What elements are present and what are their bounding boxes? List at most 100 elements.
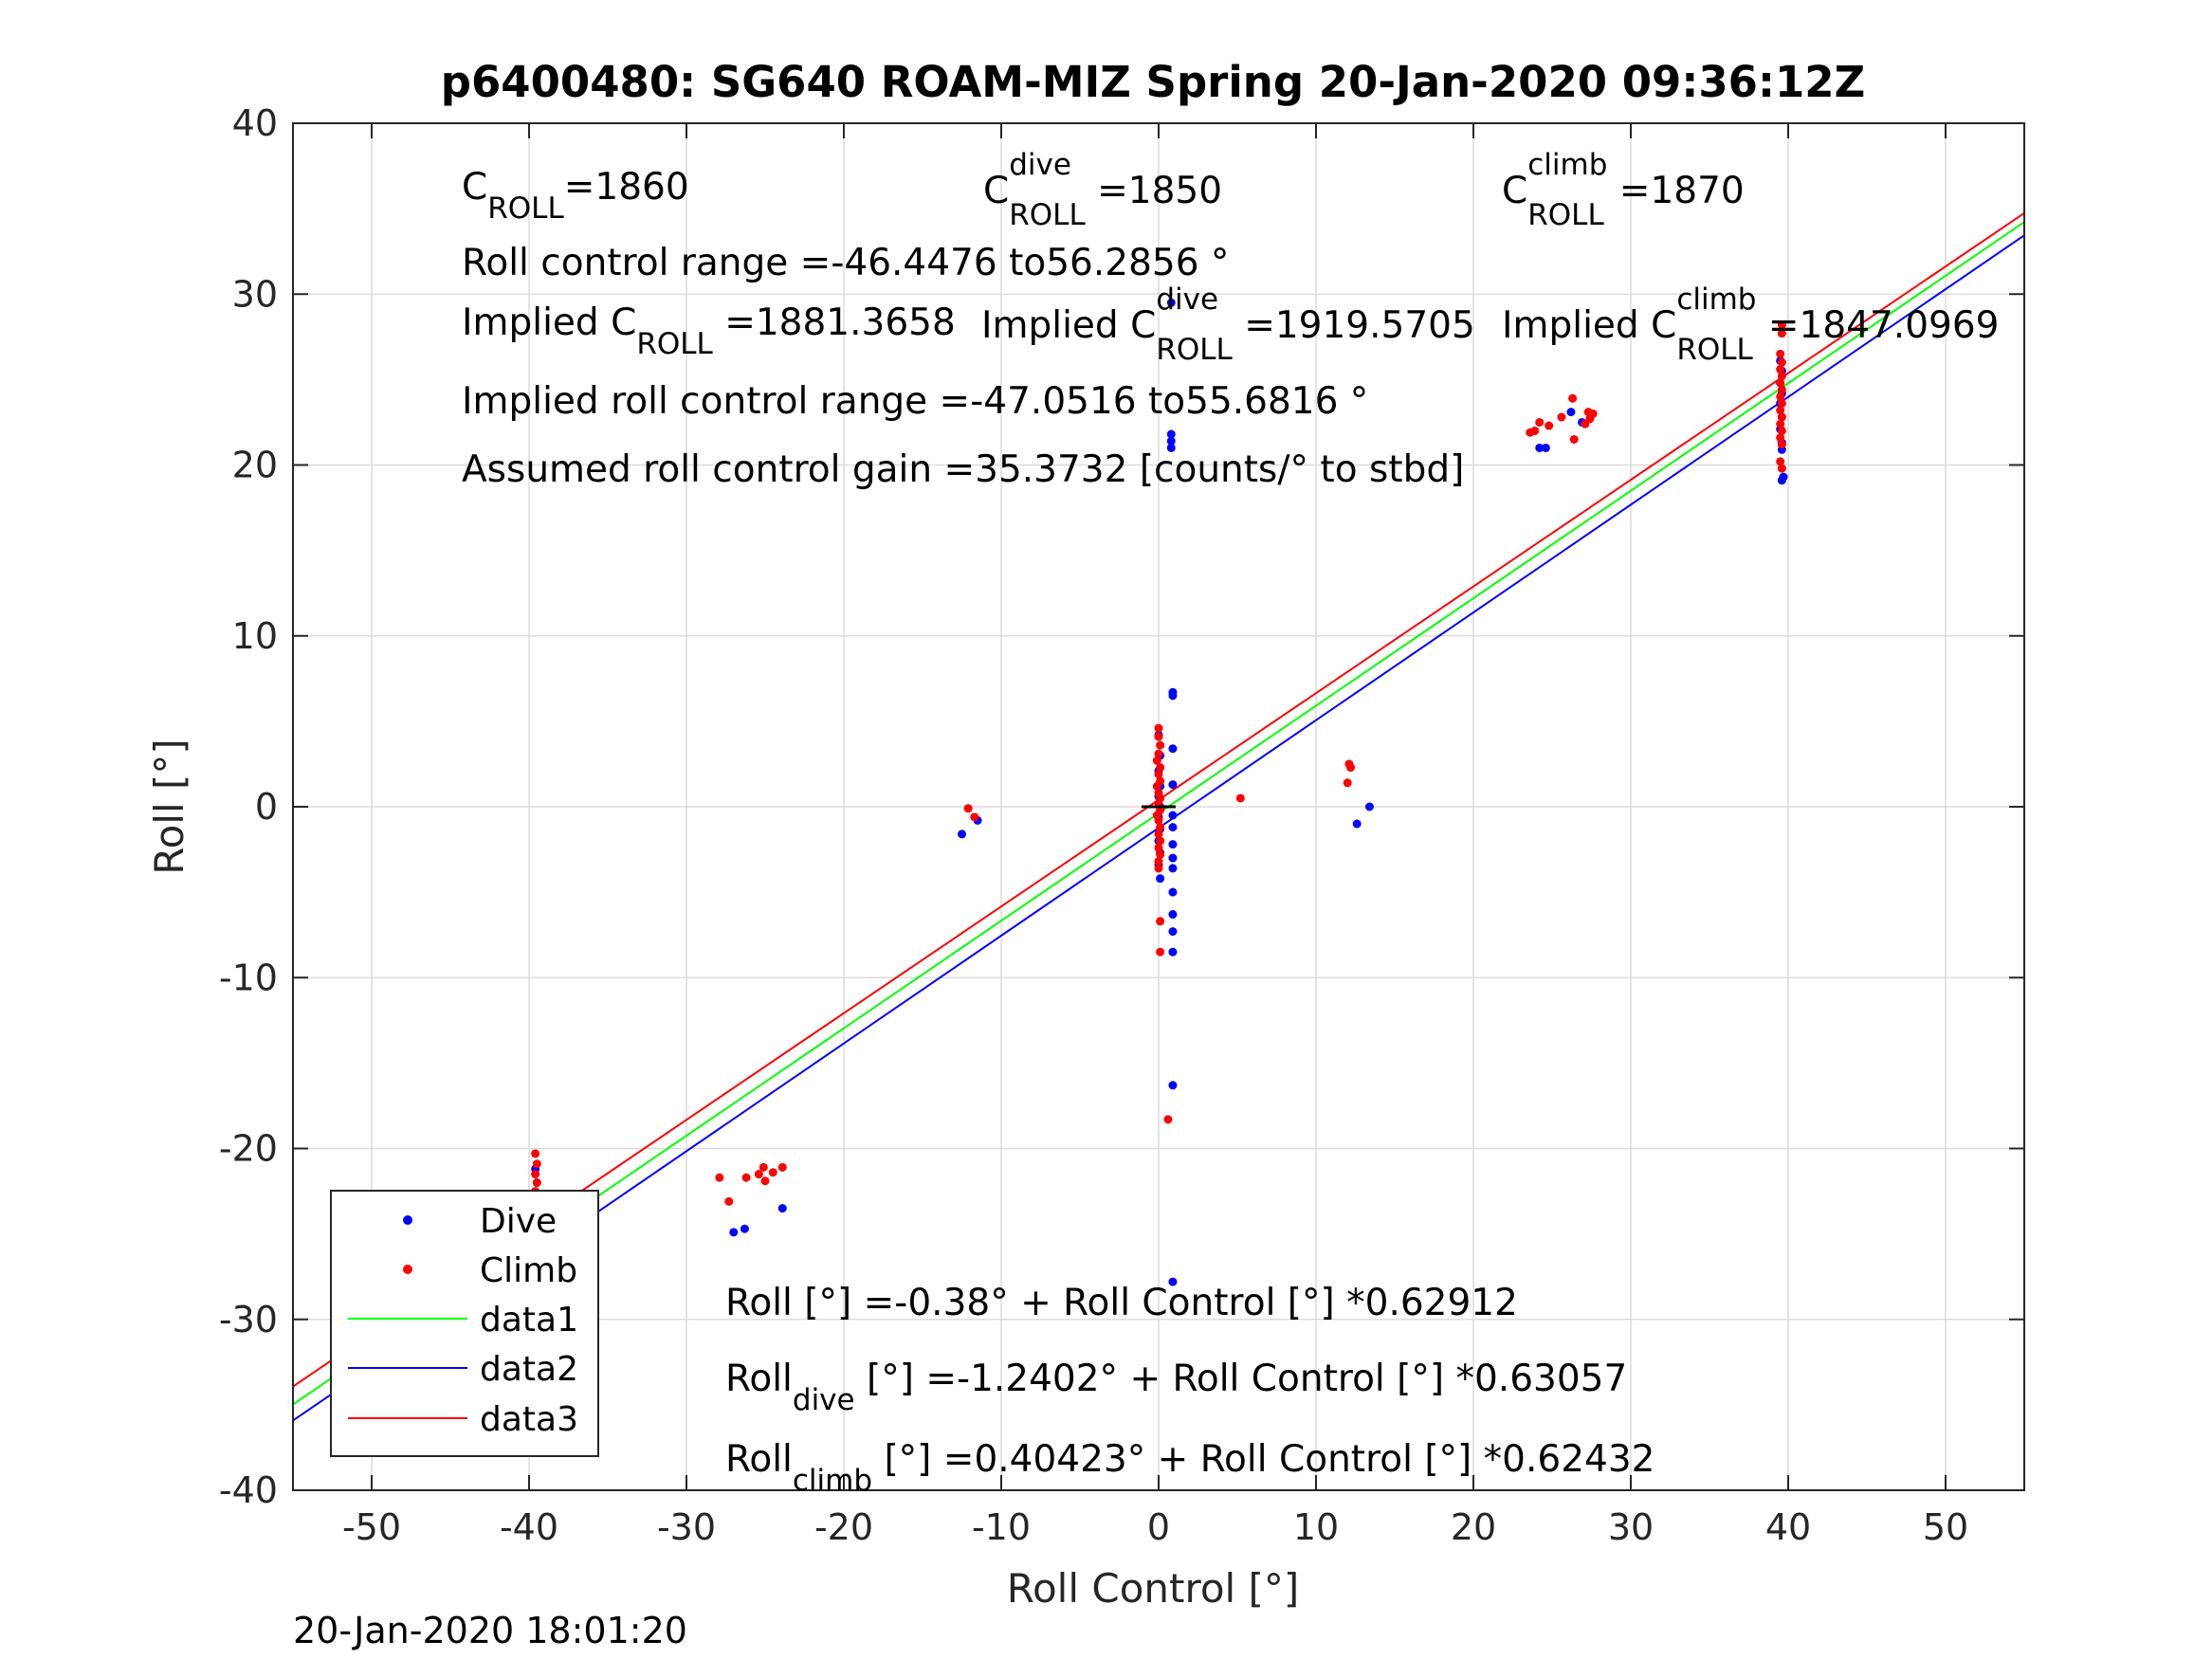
climb-point <box>715 1173 724 1182</box>
climb-point <box>1581 419 1590 428</box>
x-tick-label: 50 <box>1923 1506 1968 1548</box>
y-tick-label: -30 <box>219 1299 278 1340</box>
climb-point <box>1154 749 1163 758</box>
x-tick-label: 40 <box>1765 1506 1811 1548</box>
annotation-fit-dive: Rolldive [°] =-1.2402° + Roll Control [°… <box>725 1358 1627 1417</box>
y-tick-label: 20 <box>232 445 278 486</box>
climb-point <box>532 1178 541 1188</box>
y-tick-label: -40 <box>219 1469 278 1511</box>
climb-point <box>1154 843 1163 852</box>
climb-point <box>1154 770 1163 779</box>
dive-point <box>1168 887 1178 897</box>
climb-point <box>1152 781 1161 791</box>
climb-point <box>1535 417 1545 427</box>
dive-point <box>1166 298 1176 307</box>
dive-point <box>1352 819 1362 829</box>
climb-point <box>531 1149 540 1158</box>
climb-point <box>741 1173 751 1182</box>
climb-point <box>1163 1115 1173 1124</box>
annotation-c-roll-dive: Cdive ROLL =1850 <box>983 148 1222 232</box>
climb-point <box>1346 763 1356 773</box>
climb-point <box>754 1170 763 1179</box>
x-tick-label: 30 <box>1608 1506 1654 1548</box>
legend-data2-label: data2 <box>480 1350 578 1389</box>
y-tick-labels: -40 -30 -20 -10 0 10 20 30 40 <box>219 102 278 1511</box>
annotation-c-roll-climb: Cclimb ROLL =1870 <box>1502 148 1745 232</box>
climb-point <box>1154 830 1163 839</box>
climb-point <box>1156 763 1165 773</box>
annotation-implied-c-roll-dive: Implied Cdive ROLL =1919.5705 <box>981 283 1475 367</box>
climb-point <box>1545 421 1554 430</box>
climb-point <box>532 1159 541 1169</box>
climb-point <box>1156 917 1165 926</box>
climb-point <box>1588 409 1598 418</box>
climb-point <box>1777 412 1786 422</box>
timestamp: 20-Jan-2020 18:01:20 <box>293 1610 687 1651</box>
climb-point <box>1154 723 1163 733</box>
climb-point <box>1777 320 1786 330</box>
climb-point <box>1776 392 1785 401</box>
dive-point <box>1166 436 1176 446</box>
dive-point <box>1566 408 1576 417</box>
climb-point <box>1343 778 1352 788</box>
climb-point <box>1776 378 1785 388</box>
climb-point <box>777 1162 787 1172</box>
climb-point <box>1776 406 1785 415</box>
dive-point <box>1777 476 1786 485</box>
axis-ticks <box>293 122 2024 1491</box>
climb-point <box>1156 947 1165 957</box>
climb-point <box>970 812 979 822</box>
dive-point <box>777 1204 787 1213</box>
legend-data3-label: data3 <box>480 1400 578 1439</box>
dive-point <box>740 1224 749 1233</box>
x-tick-label: -40 <box>500 1506 558 1548</box>
y-tick-label: 0 <box>255 786 278 828</box>
climb-point <box>1777 440 1786 449</box>
x-tick-label: -30 <box>657 1506 716 1548</box>
dive-point <box>1364 802 1374 811</box>
dive-point <box>1168 864 1178 873</box>
annotation-gain-line: Assumed roll control gain =35.3732 [coun… <box>462 448 1464 491</box>
climb-point <box>1154 732 1163 741</box>
climb-point <box>531 1170 540 1179</box>
annotation-implied-c-roll-climb: Implied Cclimb ROLL =1847.0969 <box>1502 283 1999 367</box>
x-tick-labels: -50 -40 -30 -20 -10 0 10 20 30 40 50 <box>342 1506 1968 1548</box>
climb-point <box>1156 836 1165 846</box>
climb-point <box>1777 464 1786 473</box>
climb-point <box>1568 393 1578 403</box>
dive-point <box>1168 744 1178 754</box>
dive-point <box>1168 811 1178 820</box>
dive-point <box>1166 429 1176 439</box>
dive-point <box>1168 947 1178 957</box>
climb-point <box>1776 433 1785 443</box>
dive-point <box>1168 1081 1178 1090</box>
climb-point <box>1235 793 1245 803</box>
dive-point <box>1535 443 1545 452</box>
climb-point <box>1776 419 1785 428</box>
legend-climb-label: Climb <box>480 1251 577 1290</box>
climb-point <box>1569 434 1579 444</box>
dive-point <box>1166 443 1176 452</box>
annotation-range-line: Roll control range =-46.4476 to56.2856 ° <box>462 242 1229 284</box>
climb-point <box>1154 815 1163 825</box>
climb-point <box>768 1168 777 1177</box>
dive-point <box>1541 443 1550 452</box>
climb-point <box>1154 857 1163 866</box>
climb-point <box>1776 457 1785 466</box>
climb-point <box>724 1196 734 1206</box>
y-tick-label: -20 <box>219 1128 278 1170</box>
legend-box <box>330 1190 599 1457</box>
dive-point <box>1156 874 1165 884</box>
climb-point <box>1557 412 1566 422</box>
dive-point <box>1168 910 1178 920</box>
x-tick-label: -20 <box>814 1506 873 1548</box>
climb-point <box>1154 864 1163 873</box>
y-tick-label: 10 <box>232 615 278 657</box>
dive-point <box>1168 853 1178 863</box>
climb-point <box>1777 357 1786 367</box>
annotation-implied-range-line: Implied roll control range =-47.0516 to5… <box>462 380 1368 423</box>
annotation-fit-climb: Rollclimb [°] =0.40423° + Roll Control [… <box>725 1438 1654 1498</box>
climb-point <box>1777 329 1786 338</box>
dive-point <box>1168 823 1178 832</box>
